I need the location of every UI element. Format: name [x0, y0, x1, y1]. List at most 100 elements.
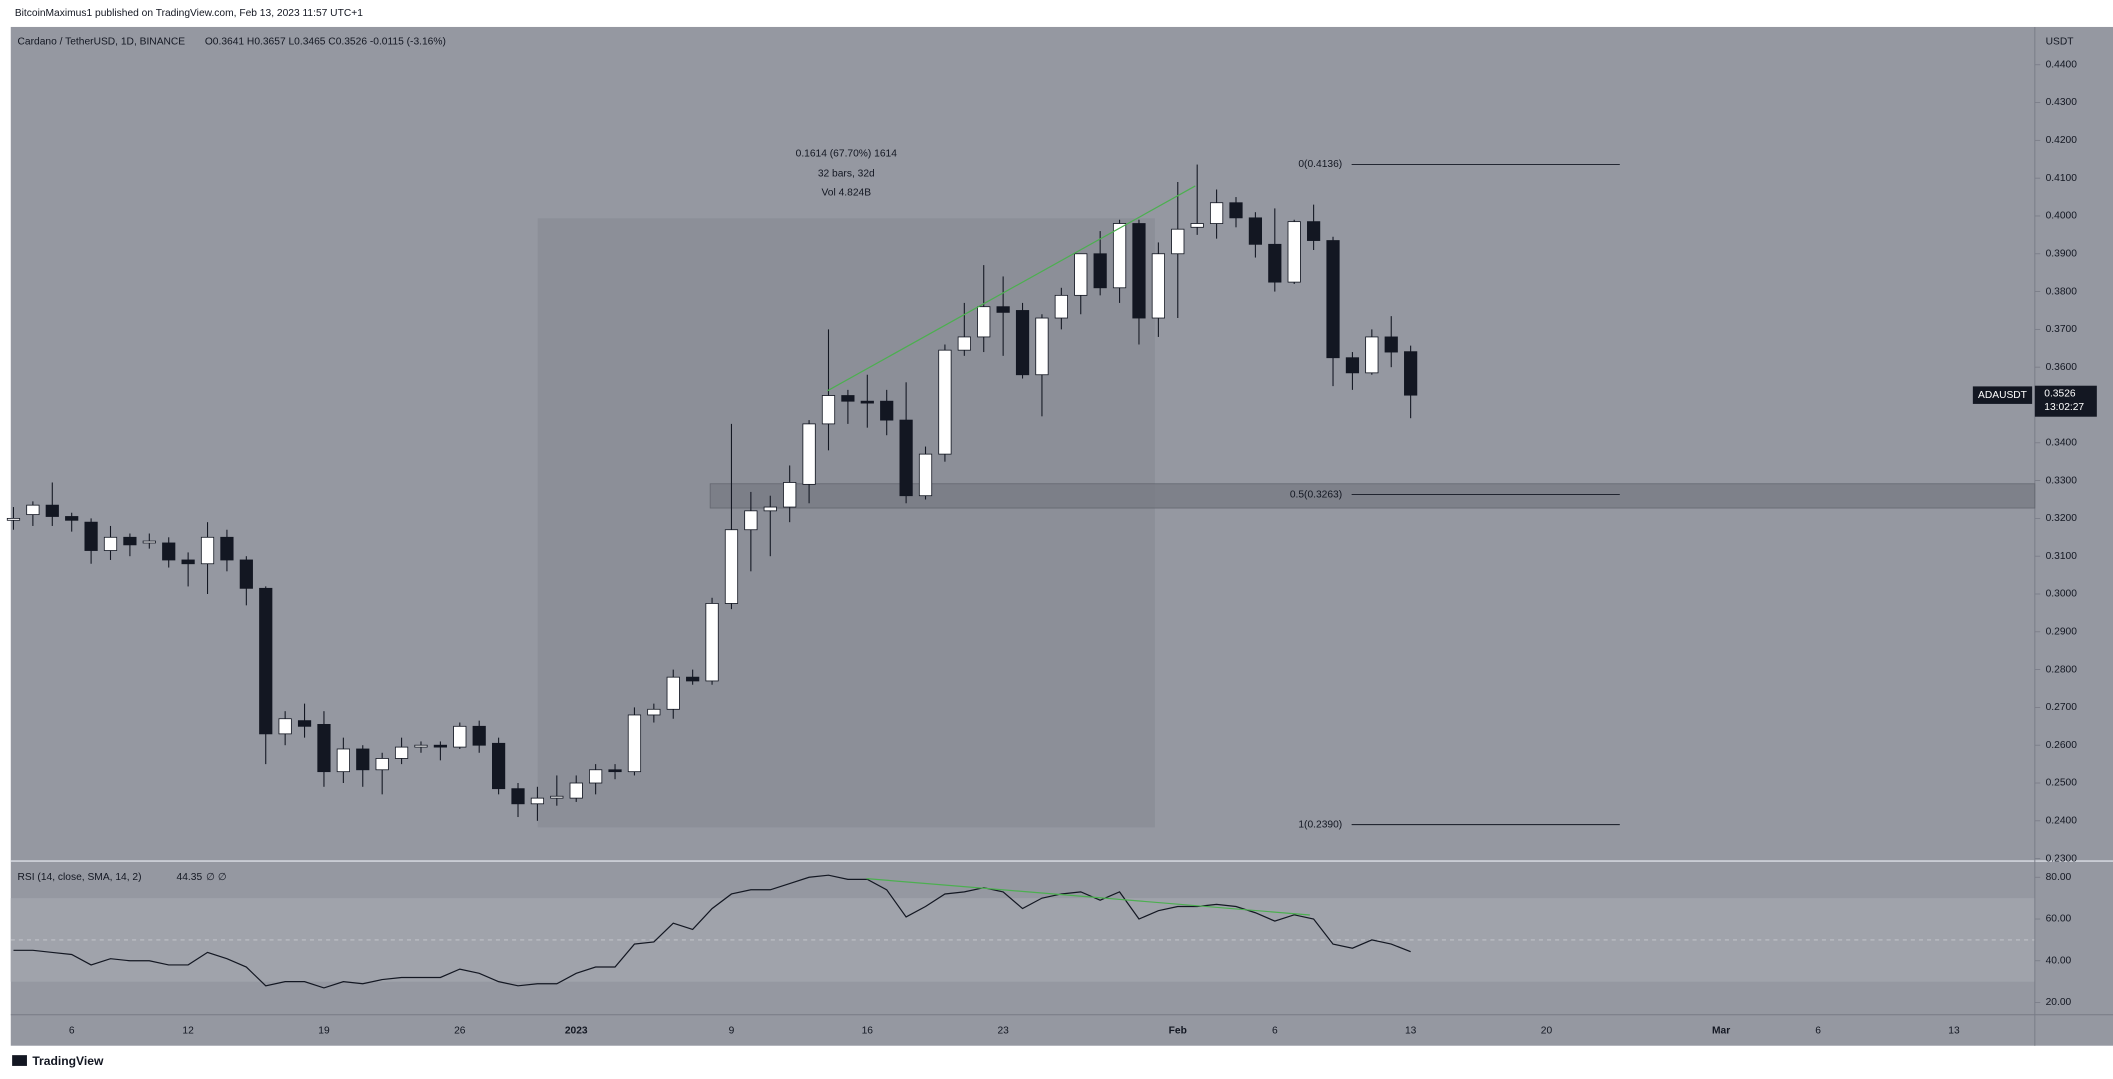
x-tick-label: 20 [1541, 1026, 1553, 1037]
x-tick-label: 6 [69, 1026, 75, 1037]
x-tick-label: 26 [454, 1026, 466, 1037]
y-tick-label: 0.4100 [2046, 173, 2078, 184]
rsi-trendline [866, 878, 1310, 916]
candle-body [1209, 202, 1224, 224]
y-tick-label: 0.3300 [2046, 475, 2078, 486]
candle-body [821, 395, 836, 425]
candle-body [918, 453, 933, 497]
y-axis-label: USDT [2046, 36, 2075, 47]
x-tick-label: 12 [182, 1026, 194, 1037]
candle-body [783, 482, 797, 508]
y-tick-label: 0.3700 [2046, 324, 2078, 335]
x-tick-label: Mar [1712, 1026, 1730, 1037]
measure-text: Vol 4.824B [822, 187, 872, 198]
x-tick-label: 13 [1948, 1026, 1960, 1037]
candle-body [1248, 217, 1263, 245]
candle-body [589, 769, 603, 784]
measure-text: 0.1614 (67.70%) 1614 [796, 148, 898, 159]
y-tick-label: 0.3400 [2046, 437, 2078, 448]
candle-body [647, 708, 661, 716]
candle-body [1404, 351, 1418, 396]
rsi-tick-label: 80.00 [2046, 872, 2072, 883]
candle-body [686, 676, 700, 682]
candle-body [103, 536, 118, 551]
symbol-tag: ADAUSDT [1978, 390, 2028, 401]
symbol-tag-bg [1972, 386, 2033, 404]
y-tick-label: 0.4200 [2046, 135, 2078, 146]
rsi-title: RSI (14, close, SMA, 14, 2) [18, 872, 142, 883]
candle-body [1384, 336, 1398, 353]
footer-logo: TradingView [32, 1054, 104, 1068]
candle-body [938, 349, 952, 455]
candle-body [1229, 202, 1243, 219]
candle-body [1054, 294, 1068, 319]
fib-label: 0(0.4136) [1298, 159, 1342, 170]
y-tick-label: 0.3900 [2046, 248, 2078, 259]
candle-body [394, 746, 409, 759]
measure-text: 32 bars, 32d [818, 169, 875, 180]
candle-body [278, 718, 292, 735]
candle-body [1015, 310, 1030, 376]
candle-body [724, 529, 739, 604]
candle-body [627, 714, 642, 773]
candle-body [26, 504, 40, 516]
candle-body [259, 587, 273, 735]
rsi-tick-label: 20.00 [2046, 997, 2072, 1008]
candle-body [860, 400, 874, 404]
y-tick-label: 0.4000 [2046, 211, 2078, 222]
candle-body [181, 559, 195, 565]
ohlc-legend: O0.3641 H0.3657 L0.3465 C0.3526 -0.0115 … [205, 36, 446, 47]
y-tick-label: 0.3100 [2046, 551, 2078, 562]
y-tick-label: 0.3200 [2046, 513, 2078, 524]
candle-body [763, 506, 777, 512]
candle-body [569, 782, 583, 799]
candle-body [957, 336, 971, 351]
candle-body [1190, 223, 1204, 228]
candle-body [453, 725, 467, 748]
x-tick-label: 13 [1405, 1026, 1417, 1037]
price-trendline [827, 185, 1196, 392]
candle-body [1326, 240, 1340, 359]
candle-body [1112, 223, 1127, 289]
candle-body [977, 306, 991, 338]
candle-body [1035, 317, 1049, 376]
y-tick-label: 0.3600 [2046, 362, 2078, 373]
y-tick-label: 0.2700 [2046, 702, 2078, 713]
y-tick-label: 0.3800 [2046, 286, 2078, 297]
candle-body [375, 758, 389, 771]
y-tick-label: 0.2600 [2046, 740, 2078, 751]
candle-body [550, 795, 564, 799]
candle-body [996, 306, 1010, 313]
candle-body [1268, 243, 1282, 283]
candle-body [1132, 223, 1146, 319]
y-tick-label: 0.2900 [2046, 627, 2078, 638]
candle-body [472, 725, 486, 746]
y-tick-label: 0.4300 [2046, 97, 2078, 108]
x-tick-label: 19 [318, 1026, 330, 1037]
fib-label: 1(0.2390) [1298, 819, 1342, 830]
rsi-tick-label: 60.00 [2046, 914, 2072, 925]
rsi-extra: ∅ ∅ [206, 872, 227, 883]
fib-label: 0.5(0.3263) [1290, 489, 1342, 500]
y-tick-label: 0.2800 [2046, 664, 2078, 675]
candle-body [1287, 221, 1301, 283]
logo-icon [12, 1055, 27, 1066]
x-tick-label: 6 [1815, 1026, 1821, 1037]
rsi-last: 44.35 [177, 872, 203, 883]
y-tick-label: 0.4400 [2046, 59, 2078, 70]
x-tick-label: Feb [1169, 1026, 1187, 1037]
x-tick-label: 23 [997, 1026, 1009, 1037]
candle-body [45, 504, 59, 517]
candle-body [414, 744, 428, 748]
symbol-title: Cardano / TetherUSD, 1D, BINANCE [18, 36, 186, 47]
candle-body [317, 724, 331, 773]
candle-body [1151, 253, 1165, 319]
y-tick-label: 0.3000 [2046, 589, 2078, 600]
rsi-tick-label: 40.00 [2046, 955, 2072, 966]
candle-body [1307, 221, 1321, 241]
candle-body [1171, 228, 1185, 255]
candle-body [841, 395, 855, 402]
candle-body [899, 419, 913, 497]
